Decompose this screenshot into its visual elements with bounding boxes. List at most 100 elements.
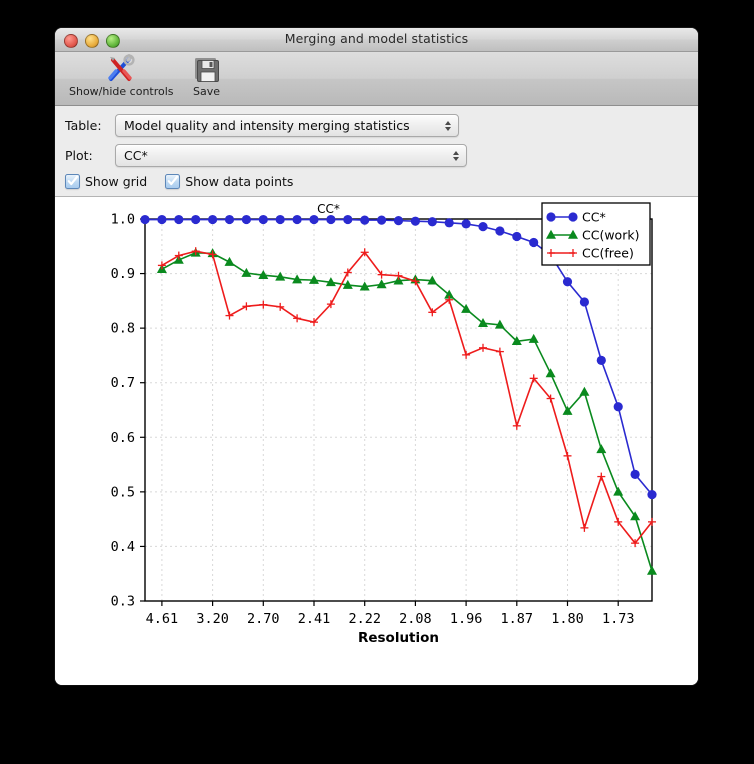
x-tick-label: 2.70 — [247, 611, 280, 627]
data-point — [208, 214, 218, 225]
x-tick-label: 2.08 — [399, 611, 432, 627]
data-point — [613, 486, 624, 496]
zoom-button[interactable] — [106, 34, 120, 48]
x-tick-label: 1.73 — [602, 611, 635, 627]
minimize-button[interactable] — [85, 34, 99, 48]
table-select-value: Model quality and intensity merging stat… — [124, 118, 410, 133]
data-point — [630, 511, 641, 521]
data-point — [174, 214, 184, 225]
table-select[interactable]: Model quality and intensity merging stat… — [115, 114, 459, 137]
data-point — [292, 214, 302, 225]
save-button[interactable]: Save — [192, 52, 222, 98]
data-point — [647, 489, 657, 500]
data-point — [596, 355, 606, 365]
data-point — [528, 333, 539, 343]
data-point — [377, 215, 387, 225]
plot-canvas: 1.0 0.9 0.8 0.7 0.6 0.5 0.4 0.3 4.61 3.20 2.70 2.41… — [55, 197, 698, 685]
data-point — [140, 214, 150, 225]
x-axis-title: Resolution — [358, 630, 439, 646]
x-tick-label: 2.41 — [298, 611, 331, 627]
data-point — [360, 215, 370, 225]
data-point — [258, 214, 268, 225]
series-cc — [140, 214, 657, 500]
close-button[interactable] — [64, 34, 78, 48]
y-tick-label: 0.3 — [111, 594, 135, 610]
checkmark-icon — [65, 174, 80, 189]
data-point — [545, 368, 556, 378]
controls-panel: Table: Model quality and intensity mergi… — [55, 106, 698, 197]
data-point — [461, 219, 471, 229]
data-point — [529, 237, 539, 248]
data-point — [410, 216, 420, 226]
show-hide-controls-button[interactable]: Show/hide controls — [69, 52, 174, 98]
show-grid-label: Show grid — [85, 174, 148, 189]
legend-label: CC(free) — [582, 246, 634, 261]
data-point — [568, 229, 578, 239]
x-tick-label: 2.22 — [348, 611, 381, 627]
show-data-points-checkbox[interactable]: Show data points — [165, 174, 293, 189]
data-point — [191, 214, 201, 225]
series-ccwork — [156, 247, 657, 575]
save-label: Save — [193, 85, 221, 98]
data-point — [630, 469, 640, 479]
data-point — [512, 231, 522, 242]
y-tick-label: 0.4 — [111, 539, 135, 555]
chart-legend: CC* CC(work) CC(free) — [541, 202, 651, 266]
show-hide-controls-label: Show/hide controls — [69, 85, 174, 98]
plot-select-value: CC* — [124, 148, 148, 163]
data-point — [427, 275, 438, 285]
series-line — [161, 250, 653, 545]
data-point — [579, 297, 590, 307]
data-point — [224, 256, 235, 266]
data-point — [444, 289, 455, 299]
data-point — [546, 212, 556, 222]
x-tick-label: 1.80 — [551, 611, 584, 627]
data-point — [427, 217, 437, 227]
chevron-updown-icon — [441, 117, 454, 134]
data-point — [241, 267, 252, 277]
checkmark-icon — [165, 174, 181, 189]
data-point — [393, 216, 404, 226]
toolbar: Show/hide controls Save — [55, 52, 698, 106]
series-line — [161, 252, 653, 572]
series-ccfree — [157, 247, 656, 548]
y-tick-label: 0.8 — [111, 321, 135, 337]
data-point — [326, 214, 336, 225]
window-title: Merging and model statistics — [284, 31, 469, 46]
plot-label: Plot: — [65, 148, 93, 163]
data-point — [647, 565, 657, 575]
data-point — [157, 214, 167, 225]
plot-select[interactable]: CC* — [115, 144, 467, 167]
legend-label: CC* — [582, 210, 606, 225]
table-row: Table: Model quality and intensity mergi… — [65, 114, 688, 137]
data-point — [562, 405, 573, 415]
show-grid-checkbox[interactable]: Show grid — [65, 174, 147, 189]
x-tick-label: 1.96 — [450, 611, 483, 627]
data-point — [478, 318, 488, 328]
plot-title: CC* — [317, 202, 340, 216]
data-point — [461, 303, 472, 313]
window-titlebar[interactable]: Merging and model statistics — [55, 28, 698, 52]
x-tick-label: 3.20 — [196, 611, 229, 627]
data-point — [596, 444, 607, 454]
data-point — [343, 214, 353, 225]
data-point — [292, 274, 303, 284]
data-point — [495, 226, 505, 236]
data-point — [275, 214, 285, 225]
floppy-disk-icon — [192, 54, 222, 84]
data-point — [275, 271, 286, 281]
legend-label: CC(work) — [582, 228, 639, 243]
data-point — [258, 270, 269, 280]
show-data-points-label: Show data points — [185, 174, 294, 189]
window-controls — [64, 34, 120, 48]
data-point — [546, 229, 556, 239]
data-point — [562, 277, 573, 287]
plot-row: Plot: CC* — [65, 144, 688, 167]
data-point — [376, 279, 387, 289]
legend-box — [541, 202, 651, 266]
y-tick-label: 1.0 — [111, 212, 135, 228]
data-point — [359, 281, 370, 291]
data-point — [325, 277, 336, 287]
y-tick-label: 0.9 — [111, 266, 135, 282]
